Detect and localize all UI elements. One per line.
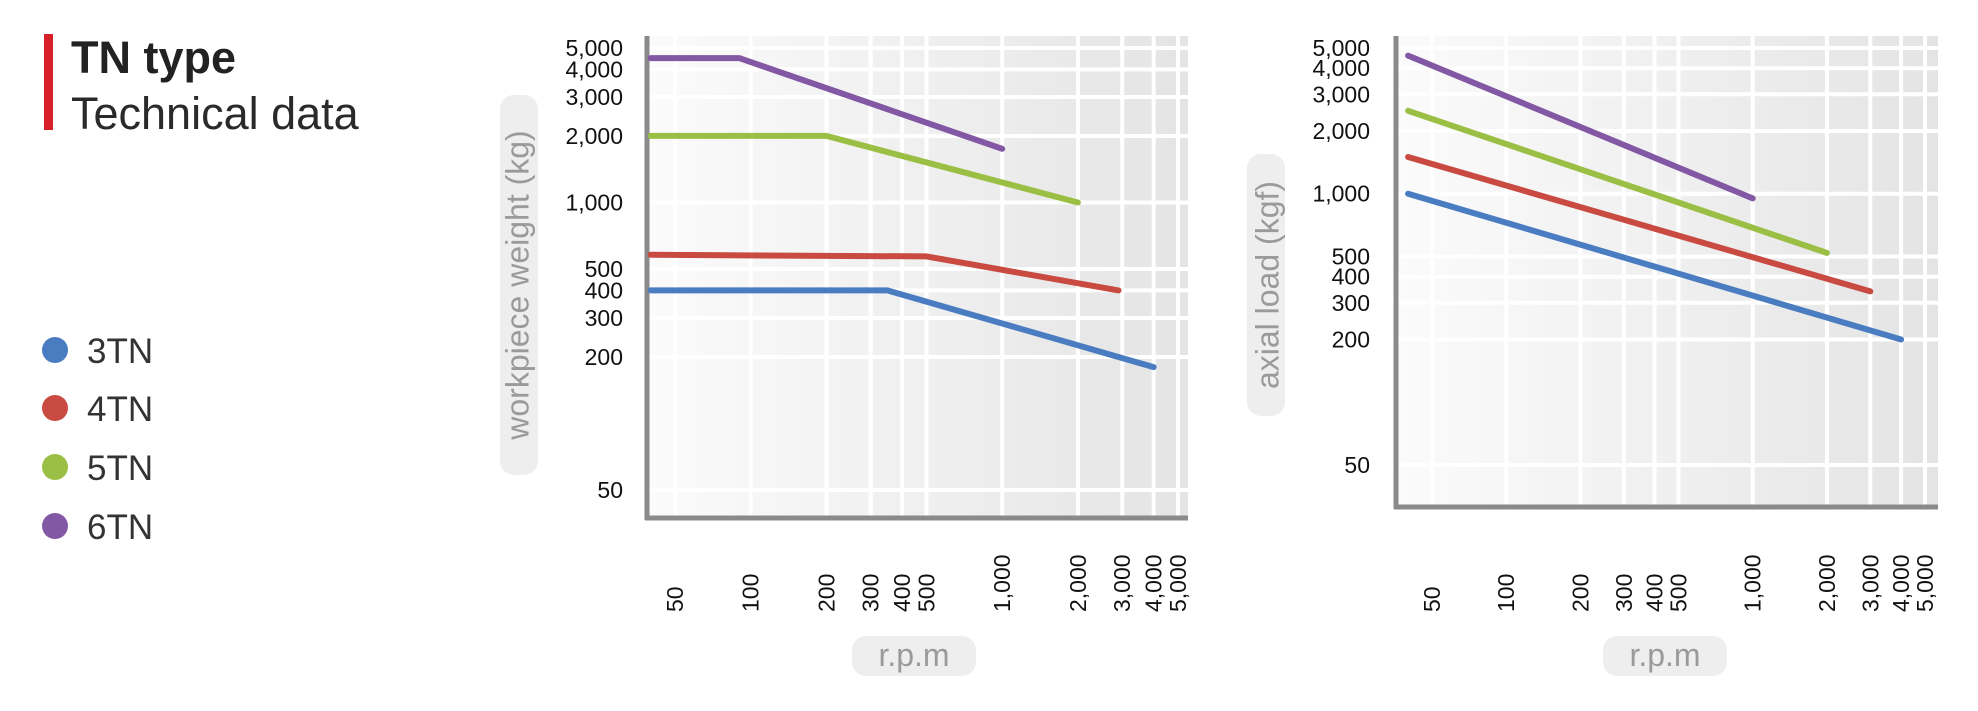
x-axis-label: r.p.m [1629,637,1700,673]
x-tick-label: 100 [738,574,764,612]
y-tick-label: 300 [1332,290,1370,316]
x-tick-label: 5,000 [1912,554,1938,612]
y-tick-label: 2,000 [1312,118,1370,144]
y-axis-label-pill [1247,154,1285,416]
page-subtitle: Technical data [71,88,359,139]
y-axis-label: axial load (kgf) [1249,181,1285,389]
x-tick-label: 1,000 [989,554,1015,612]
legend-dot [42,337,68,363]
chart-1: 502003004005001,0002,0003,0004,0005,0005… [499,35,1191,676]
x-tick-label: 200 [1567,574,1593,612]
series-line-3tn [647,287,1157,371]
legend-item-3tn: 3TN [42,330,242,371]
legend-label: 4TN [87,390,154,429]
chart-2: 502003004005001,0002,0003,0004,0005,0005… [1247,35,1938,676]
series-line-5tn [647,132,1081,206]
plot-background [647,36,1188,518]
legend-dot [42,395,68,421]
x-tick-label: 2,000 [1814,554,1840,612]
y-tick-label: 300 [585,305,623,331]
x-tick-label: 500 [1666,574,1692,612]
legend-item-4tn: 4TN [42,388,242,429]
y-axis-label: workpiece weight (kg) [499,130,535,440]
y-tick-label: 400 [585,277,623,303]
x-tick-label: 50 [662,586,688,612]
series-line-4tn [1405,154,1874,295]
x-tick-label: 100 [1493,574,1519,612]
legend-label: 5TN [87,449,154,488]
legend-item-5tn: 5TN [42,447,242,488]
x-tick-label: 4,000 [1888,554,1914,612]
x-tick-label: 400 [889,574,915,612]
y-tick-label: 1,000 [565,189,623,215]
series-line-3tn [1405,190,1905,343]
x-tick-label: 2,000 [1065,554,1091,612]
x-axis-label-pill [1603,636,1727,676]
series-line-6tn [1405,52,1756,202]
x-tick-label: 4,000 [1141,554,1167,612]
legend-dot [42,454,68,480]
y-tick-label: 200 [585,344,623,370]
x-tick-label: 3,000 [1857,554,1883,612]
series-line-6tn [647,55,1006,152]
y-tick-label: 3,000 [1312,81,1370,107]
y-tick-label: 200 [1332,326,1370,352]
legend-label: 6TN [87,508,154,547]
y-tick-label: 50 [597,477,623,503]
title-accent-bar [44,34,53,130]
y-tick-label: 1,000 [1312,181,1370,207]
x-tick-label: 500 [914,574,940,612]
y-tick-label: 5,000 [1312,35,1370,61]
y-tick-label: 5,000 [565,35,623,61]
legend-item-6tn: 6TN [42,506,242,547]
grid [1396,36,1938,507]
legend-dot [42,513,68,539]
x-axis-label-pill [852,636,976,676]
y-tick-label: 4,000 [565,56,623,82]
series-line-4tn [647,251,1122,294]
y-tick-label: 400 [1332,264,1370,290]
y-tick-label: 500 [585,256,623,282]
x-tick-label: 300 [1611,574,1637,612]
x-tick-label: 5,000 [1165,554,1191,612]
legend-label: 3TN [87,332,154,371]
y-tick-label: 3,000 [565,84,623,110]
page-title: TN type [71,32,237,83]
x-tick-label: 3,000 [1109,554,1135,612]
grid [647,36,1188,518]
series-line-5tn [1405,107,1830,256]
y-tick-label: 4,000 [1312,55,1370,81]
y-axis-label-pill [500,95,538,475]
x-tick-label: 300 [858,574,884,612]
y-tick-label: 2,000 [565,123,623,149]
y-tick-label: 500 [1332,244,1370,270]
y-tick-label: 50 [1344,452,1370,478]
x-tick-label: 200 [813,574,839,612]
x-tick-label: 50 [1419,586,1445,612]
x-tick-label: 1,000 [1740,554,1766,612]
x-axis-label: r.p.m [878,637,949,673]
x-tick-label: 400 [1642,574,1668,612]
